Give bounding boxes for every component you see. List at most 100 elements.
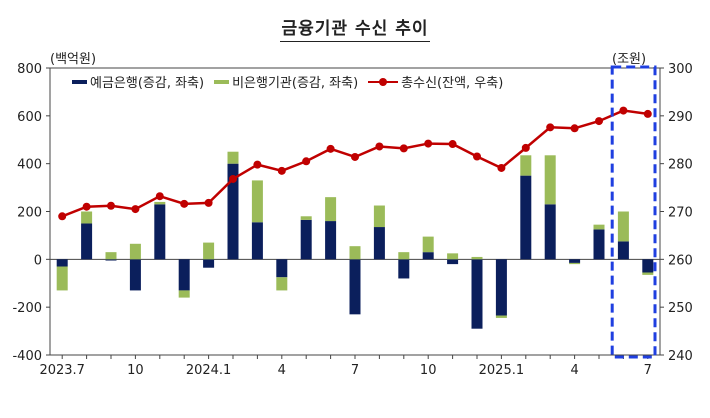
x-axis-tick-label: 2024.1 <box>186 363 232 378</box>
bar-nonbank <box>154 201 166 205</box>
title-container: 금융기관 수신 추이 <box>0 14 710 42</box>
point-total <box>58 212 67 221</box>
bar-nonbank <box>251 180 263 223</box>
point-total <box>619 106 628 115</box>
bar-bank <box>300 219 312 260</box>
bar-nonbank <box>447 253 459 260</box>
left-axis-tick-label: 800 <box>17 62 42 77</box>
bar-bank <box>227 163 239 260</box>
bar-bank <box>325 221 337 260</box>
bar-nonbank <box>569 262 581 265</box>
bar-nonbank <box>520 155 532 176</box>
bar-bank <box>520 175 532 260</box>
point-total <box>546 123 555 132</box>
point-total <box>521 143 530 152</box>
bar-nonbank <box>276 277 288 291</box>
legend-swatch-total <box>368 77 399 87</box>
left-axis-tick-label: -400 <box>12 349 42 364</box>
legend-item-bank: 예금은행(증감, 좌축) <box>72 72 204 91</box>
x-axis-tick-label: 2025.1 <box>479 363 525 378</box>
left-axis-tick-label: -200 <box>12 301 42 316</box>
point-total <box>204 198 213 207</box>
bar-nonbank <box>203 242 215 260</box>
right-axis-tick-label: 270 <box>668 206 693 221</box>
bar-bank <box>398 259 410 279</box>
point-total <box>302 157 311 166</box>
left-axis-unit: (백억원) <box>50 52 97 67</box>
left-axis-tick-label: 400 <box>17 158 42 173</box>
x-axis-tick-label: 10 <box>127 363 144 378</box>
right-axis-tick-label: 260 <box>668 253 693 268</box>
x-axis-tick-label: 4 <box>278 363 286 378</box>
bar-nonbank <box>300 216 312 220</box>
legend-label-bank: 예금은행(증감, 좌축) <box>90 76 205 91</box>
bar-nonbank <box>495 315 507 318</box>
point-total <box>448 140 457 149</box>
bar-nonbank <box>105 252 117 260</box>
legend-label-total: 총수신(잔액, 우축) <box>401 76 504 91</box>
legend-swatch-bank <box>72 79 87 84</box>
highlight-box <box>610 65 657 359</box>
left-axis-tick-label: 200 <box>17 206 42 221</box>
bar-nonbank <box>471 256 483 260</box>
bar-bank <box>569 259 581 263</box>
point-total <box>399 144 408 153</box>
right-axis-unit: (조원) <box>612 52 647 67</box>
bar-bank <box>154 204 166 260</box>
point-total <box>643 109 652 118</box>
bar-nonbank <box>129 243 141 260</box>
point-total <box>497 163 506 172</box>
chart-title: 금융기관 수신 추이 <box>279 19 431 42</box>
bar-bank <box>422 252 434 260</box>
point-total <box>351 152 359 161</box>
bar-bank <box>105 259 117 261</box>
legend-label-nonbank: 비은행기관(증감, 좌축) <box>232 76 359 91</box>
bar-nonbank <box>422 236 434 253</box>
point-total <box>326 144 335 153</box>
left-axis-tick-label: 600 <box>17 110 42 125</box>
legend: 예금은행(증감, 좌축) 비은행기관(증감, 좌축) 총수신(잔액, 우축) <box>72 72 513 91</box>
line-total <box>61 109 648 218</box>
bar-nonbank <box>593 224 605 230</box>
right-axis-tick-label: 240 <box>668 349 693 364</box>
x-axis-tick-label: 7 <box>644 363 652 378</box>
point-total <box>253 160 262 169</box>
bar-nonbank <box>642 272 654 275</box>
point-total <box>595 117 603 126</box>
point-total <box>155 192 164 201</box>
point-total <box>424 139 433 148</box>
bar-bank <box>495 259 507 316</box>
left-axis-tick-label: 0 <box>34 253 42 268</box>
point-total <box>107 201 115 210</box>
bar-nonbank <box>398 252 410 260</box>
bar-nonbank <box>56 266 68 291</box>
right-axis-tick-label: 300 <box>668 62 693 77</box>
bar-bank <box>373 227 385 260</box>
bar-bank <box>56 259 68 267</box>
bar-nonbank <box>325 197 337 222</box>
point-total <box>131 205 140 214</box>
bar-bank <box>544 204 556 260</box>
bar-bank <box>129 259 141 291</box>
legend-swatch-nonbank <box>214 79 230 84</box>
point-total <box>180 199 189 208</box>
bar-bank <box>617 241 629 260</box>
bar-bank <box>349 259 361 315</box>
bar-bank <box>178 259 190 291</box>
point-total <box>277 166 286 175</box>
bar-bank <box>447 259 459 265</box>
right-axis-tick-label: 280 <box>668 158 693 173</box>
bar-nonbank <box>349 246 361 260</box>
point-total <box>570 124 579 133</box>
bar-nonbank <box>617 211 629 242</box>
bar-bank <box>203 259 215 268</box>
bar-nonbank <box>178 290 190 298</box>
right-axis-tick-label: 250 <box>668 301 693 316</box>
point-total <box>229 174 237 183</box>
bar-bank <box>276 259 288 278</box>
bar-bank <box>251 222 263 260</box>
bar-bank <box>642 259 654 273</box>
point-total <box>82 202 91 211</box>
x-axis-tick-label: 7 <box>351 363 359 378</box>
